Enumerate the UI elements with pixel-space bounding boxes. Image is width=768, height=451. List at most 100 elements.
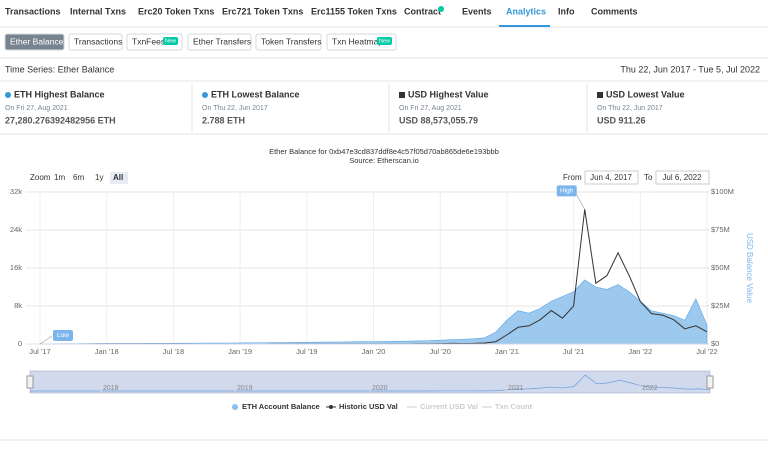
legend-label[interactable]: Txn Count [495, 402, 533, 411]
subtab-label[interactable]: Txn Heatmap [332, 36, 383, 46]
card-icon [597, 92, 603, 98]
from-date: Jun 4, 2017 [590, 173, 632, 182]
tab[interactable]: Internal Txns [70, 6, 126, 16]
y2-tick-label: $0 [711, 339, 719, 348]
navigator-label: 2022 [642, 385, 658, 392]
chart-subtitle: Source: Etherscan.io [349, 156, 419, 165]
badge [377, 37, 392, 45]
to-input[interactable] [655, 170, 710, 185]
tab[interactable]: Info [558, 6, 575, 16]
badge-text: New [165, 38, 176, 44]
subtab-button[interactable] [255, 33, 322, 51]
card-icon [399, 92, 405, 98]
card-title: USD Highest Value [408, 89, 489, 99]
y2-tick-label: $25M [711, 301, 730, 310]
y2-tick-label: $75M [711, 225, 730, 234]
zoom-label: Zoom [30, 173, 51, 182]
card-value: 27,280.276392482956 ETH [5, 115, 116, 125]
y2-tick-label: $100M [711, 187, 734, 196]
flag [53, 329, 73, 341]
subtab-label[interactable]: Token Transfers [261, 36, 321, 46]
card-date: On Fri 27, Aug 2021 [5, 105, 68, 112]
range-button[interactable]: All [113, 173, 123, 182]
y-tick-label: 16k [10, 263, 22, 272]
y-tick-label: 8k [14, 301, 22, 310]
x-tick-label: Jan '21 [495, 347, 519, 356]
flag-stem [39, 335, 53, 345]
x-tick-label: Jul '17 [29, 347, 50, 356]
subtab-button[interactable] [187, 33, 252, 51]
x-tick-label: Jan '20 [362, 347, 386, 356]
navigator-label: 2021 [508, 385, 524, 392]
legend-label[interactable]: ETH Account Balance [242, 402, 320, 411]
card-icon [5, 92, 11, 98]
tab[interactable]: Transactions [5, 6, 61, 16]
y-tick-label: 32k [10, 187, 22, 196]
tab[interactable]: Events [462, 6, 492, 16]
flag [556, 185, 577, 197]
subtab-button[interactable] [4, 33, 65, 51]
subtab-label[interactable]: Ether Transfers [193, 36, 251, 46]
x-tick-label: Jul '22 [696, 347, 717, 356]
tab[interactable]: Contract [404, 6, 441, 16]
tab[interactable]: Erc721 Token Txns [222, 6, 303, 16]
legend-label[interactable]: Current USD Val [420, 402, 478, 411]
card-icon [202, 92, 208, 98]
y-tick-label: 24k [10, 225, 22, 234]
time-series-label: Time Series: Ether Balance [5, 64, 114, 74]
legend-marker [329, 405, 333, 409]
subtab-label[interactable]: TxnFees [132, 36, 165, 46]
to-date: Jul 6, 2022 [662, 173, 702, 182]
navigator-handle[interactable] [26, 375, 34, 389]
range-button-bg [110, 172, 128, 184]
card-date: On Thu 22, Jun 2017 [202, 105, 268, 112]
area [39, 279, 708, 345]
legend-marker [232, 404, 238, 410]
from-input[interactable] [584, 170, 639, 185]
subtab-label[interactable]: Transactions [74, 36, 122, 46]
tab[interactable]: Comments [591, 6, 638, 16]
x-tick-label: Jan '18 [95, 347, 119, 356]
y-tick-label: 0 [18, 339, 22, 348]
x-tick-label: Jan '19 [228, 347, 252, 356]
y2-tick-label: $50M [711, 263, 730, 272]
subtab-label[interactable]: Ether Balance [10, 36, 64, 46]
x-tick-label: Jul '20 [429, 347, 450, 356]
x-tick-label: Jan '22 [628, 347, 652, 356]
badge-text: New [379, 38, 390, 44]
flag-text: Low [57, 332, 69, 339]
from-label: From [563, 173, 582, 182]
range-button[interactable]: 6m [73, 173, 84, 182]
range-button[interactable]: 1m [54, 173, 65, 182]
card-value: USD 911.26 [597, 115, 646, 125]
range-button[interactable]: 1y [95, 173, 103, 182]
time-series-range: Thu 22, Jun 2017 - Tue 5, Jul 2022 [620, 64, 760, 74]
card-value: 2.788 ETH [202, 115, 245, 125]
tab[interactable]: Analytics [506, 6, 546, 16]
x-tick-label: Jul '19 [296, 347, 317, 356]
tab[interactable]: Erc1155 Token Txns [311, 6, 397, 16]
navigator-handle[interactable] [706, 375, 714, 389]
tab[interactable]: Erc20 Token Txns [138, 6, 214, 16]
legend-label[interactable]: Historic USD Val [339, 402, 398, 411]
card-title: ETH Highest Balance [14, 89, 105, 99]
card-date: On Thu 22, Jun 2017 [597, 105, 663, 112]
navigator-label: 2019 [237, 385, 253, 392]
to-label: To [644, 173, 653, 182]
y2-axis-title: USD Balance Value [745, 233, 754, 304]
navigator-label: 2020 [372, 385, 388, 392]
navigator-label: 2018 [103, 385, 119, 392]
card-date: On Fri 27, Aug 2021 [399, 105, 462, 112]
flag-text: High [560, 188, 574, 195]
badge [163, 37, 178, 45]
x-tick-label: Jul '18 [163, 347, 184, 356]
subtab-button[interactable] [68, 33, 123, 51]
flag-stem [575, 193, 585, 210]
x-tick-label: Jul '21 [563, 347, 584, 356]
chart-title: Ether Balance for 0xb47e3cd837ddf8e4c57f… [269, 147, 499, 156]
verified-icon [438, 6, 444, 12]
card-value: USD 88,573,055.79 [399, 115, 478, 125]
card-title: ETH Lowest Balance [211, 89, 300, 99]
card-title: USD Lowest Value [606, 89, 685, 99]
